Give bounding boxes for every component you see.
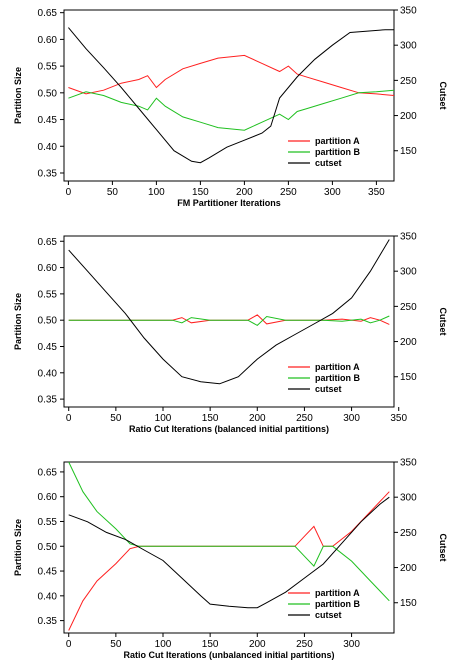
y-tick-label: 0.60 <box>38 35 58 46</box>
y-tick-label: 0.45 <box>38 567 58 578</box>
x-tick-label: 0 <box>66 187 72 198</box>
chart-ratio-cut-balanced: 0 50 100 150 200 250 300 350 0.35 0.40 0.45 0.50 0.5… <box>13 232 448 435</box>
legend-label: partition A <box>315 136 360 146</box>
x-tick-label: 100 <box>155 413 172 424</box>
series-line-partition-A <box>68 314 390 325</box>
x-tick-label: 150 <box>192 187 209 198</box>
x-tick-label: 250 <box>296 413 313 424</box>
y2-tick-label: 350 <box>400 6 417 17</box>
legend-label: cutset <box>315 610 342 620</box>
y-tick-label: 0.45 <box>38 115 58 126</box>
y2-tick-label: 200 <box>400 337 417 348</box>
x-tick-label: 300 <box>343 639 360 650</box>
series-line-partition-B <box>68 461 390 602</box>
y-tick-label: 0.50 <box>38 88 58 99</box>
y2-axis-label: Cutset <box>438 81 448 109</box>
y-tick-label: 0.35 <box>38 168 58 179</box>
y-tick-label: 0.55 <box>38 62 58 73</box>
y-axis-label: Partition Size <box>13 67 23 124</box>
y-tick-label: 0.40 <box>38 591 58 602</box>
y-tick-label: 0.50 <box>38 316 58 327</box>
legend-label: partition A <box>315 588 360 598</box>
legend-label: partition A <box>315 362 360 372</box>
x-tick-label: 350 <box>390 413 407 424</box>
plot-frame <box>63 235 395 408</box>
y2-tick-label: 300 <box>400 493 417 504</box>
x-tick-label: 200 <box>249 639 266 650</box>
chart-panel-ratio-balanced: 0 50 100 150 200 250 300 350 0.35 0.40 0.45 0.50 0.5… <box>0 226 474 438</box>
y-tick-label: 0.40 <box>38 368 58 379</box>
y-tick-label: 0.35 <box>38 395 58 406</box>
y2-tick-label: 350 <box>400 232 417 243</box>
x-tick-label: 300 <box>324 187 341 198</box>
x-tick-label: 150 <box>202 413 219 424</box>
series-line-partition-B <box>68 315 390 327</box>
x-axis-label: Ratio Cut Iterations (balanced initial p… <box>129 424 329 434</box>
series-line-partition-A <box>68 54 395 96</box>
legend-label: partition B <box>315 373 360 383</box>
x-tick-label: 300 <box>343 413 360 424</box>
y2-tick-label: 300 <box>400 267 417 278</box>
y-tick-label: 0.45 <box>38 342 58 353</box>
y-tick-label: 0.65 <box>38 237 58 248</box>
series-line-partition-B <box>68 89 395 131</box>
chart-ratio-cut-unbalanced: 0 50 100 150 200 250 300 0.35 0.40 0.45 0.50 0.55 0.… <box>13 458 448 661</box>
legend-label: partition B <box>315 599 360 609</box>
y2-tick-label: 300 <box>400 41 417 52</box>
legend-label: cutset <box>315 384 342 394</box>
y2-tick-label: 200 <box>400 563 417 574</box>
x-axis-label: FM Partitioner Iterations <box>177 198 281 208</box>
y2-tick-label: 150 <box>400 146 417 157</box>
y2-tick-label: 250 <box>400 528 417 539</box>
y2-tick-label: 350 <box>400 458 417 469</box>
y2-tick-label: 150 <box>400 598 417 609</box>
y-tick-label: 0.55 <box>38 517 58 528</box>
x-tick-label: 0 <box>66 413 72 424</box>
series-line-cutset <box>68 239 390 385</box>
x-tick-label: 50 <box>110 639 122 650</box>
x-tick-label: 200 <box>236 187 253 198</box>
legend-label: cutset <box>315 158 342 168</box>
chart-fm-partitioner: 0 50 100 150 200 250 300 350 0.35 0.40 0.45 0.50 0.5… <box>13 6 448 209</box>
plot-frame <box>63 461 395 634</box>
y-tick-label: 0.65 <box>38 8 58 19</box>
x-tick-label: 250 <box>296 639 313 650</box>
x-tick-label: 100 <box>155 639 172 650</box>
y2-tick-label: 200 <box>400 111 417 122</box>
chart-panel-ratio-unbalanced: 0 50 100 150 200 250 300 0.35 0.40 0.45 0.50 0.55 0.… <box>0 452 474 664</box>
x-tick-label: 50 <box>107 187 119 198</box>
legend-label: partition B <box>315 147 360 157</box>
y-tick-label: 0.60 <box>38 263 58 274</box>
y-tick-label: 0.60 <box>38 492 58 503</box>
y-axis-label: Partition Size <box>13 293 23 350</box>
y-tick-label: 0.50 <box>38 542 58 553</box>
y-tick-label: 0.35 <box>38 616 58 627</box>
y2-tick-label: 150 <box>400 372 417 383</box>
x-tick-label: 250 <box>280 187 297 198</box>
x-tick-label: 150 <box>202 639 219 650</box>
chart-panel-fm: 0 50 100 150 200 250 300 350 0.35 0.40 0.45 0.50 0.5… <box>0 0 474 212</box>
x-axis-label: Ratio Cut Iterations (unbalanced initial… <box>123 650 334 660</box>
x-tick-label: 0 <box>66 639 72 650</box>
y2-tick-label: 250 <box>400 302 417 313</box>
y2-axis-label: Cutset <box>438 307 448 335</box>
series-line-cutset <box>68 27 394 164</box>
series-line-cutset <box>68 496 390 609</box>
x-tick-label: 50 <box>110 413 122 424</box>
y2-tick-label: 250 <box>400 76 417 87</box>
y-tick-label: 0.65 <box>38 467 58 478</box>
y2-axis-label: Cutset <box>438 533 448 561</box>
y-tick-label: 0.40 <box>38 142 58 153</box>
x-tick-label: 350 <box>368 187 385 198</box>
x-tick-label: 100 <box>148 187 165 198</box>
y-tick-label: 0.55 <box>38 289 58 300</box>
x-tick-label: 200 <box>249 413 266 424</box>
y-axis-label: Partition Size <box>13 519 23 576</box>
